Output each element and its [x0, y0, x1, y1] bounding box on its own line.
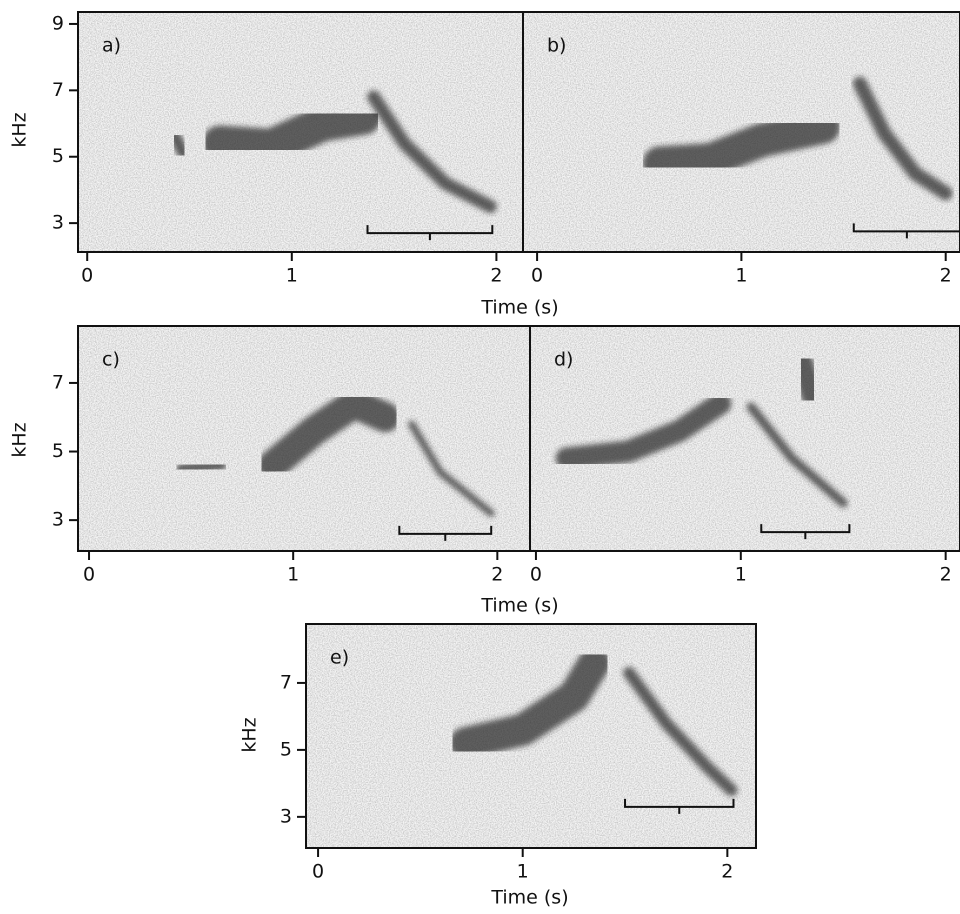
panel-label: e) — [330, 647, 349, 669]
x-tick-label: 1 — [287, 564, 299, 586]
x-tick-label: 1 — [735, 564, 747, 586]
x-tick-label: 0 — [530, 564, 542, 586]
panel-label: c) — [102, 349, 120, 371]
y-tick-label: 5 — [280, 738, 292, 760]
syllable — [181, 465, 222, 468]
y-tick-label: 7 — [280, 671, 292, 693]
x-tick-label: 1 — [286, 265, 298, 287]
x-tick-label: 1 — [735, 265, 747, 287]
spectrogram — [78, 12, 523, 252]
spectrogram — [306, 624, 756, 848]
y-tick-label: 5 — [52, 145, 64, 167]
y-tick-label: 3 — [280, 805, 292, 827]
panel-label: a) — [102, 35, 121, 57]
x-axis-title: Time (s) — [490, 887, 568, 909]
spectrogram — [78, 326, 530, 551]
figure: a) 0 1 2 3 5 7 9 kHz b) 0 1 2 Time (s) c) 0 1 2 3 5 7 kHz d) 0 1… — [0, 0, 960, 914]
y-tick-label: 7 — [52, 79, 64, 101]
x-axis-title: Time (s) — [480, 595, 558, 617]
y-axis-title: kHz — [239, 717, 261, 752]
y-tick-label: 5 — [52, 440, 64, 462]
x-tick-label: 1 — [517, 861, 529, 883]
x-tick-label: 2 — [940, 564, 952, 586]
x-tick-label: 0 — [312, 861, 324, 883]
spectrogram — [530, 326, 960, 551]
x-tick-label: 0 — [81, 265, 93, 287]
x-tick-label: 2 — [491, 564, 503, 586]
x-tick-label: 0 — [531, 265, 543, 287]
y-axis-title: kHz — [9, 422, 31, 457]
y-tick-label: 3 — [52, 509, 64, 531]
syllable — [802, 362, 812, 396]
panel-label: b) — [547, 35, 566, 57]
y-tick-label: 7 — [52, 371, 64, 393]
spectrogram — [523, 12, 960, 252]
x-tick-label: 0 — [83, 564, 95, 586]
x-axis-title: Time (s) — [480, 297, 558, 319]
x-tick-label: 2 — [721, 861, 733, 883]
x-tick-label: 2 — [940, 265, 952, 287]
y-tick-label: 9 — [52, 12, 64, 34]
panel-label: d) — [554, 349, 573, 371]
x-tick-label: 2 — [490, 265, 502, 287]
noise — [530, 326, 960, 551]
y-axis-title: kHz — [9, 112, 31, 147]
syllable — [175, 137, 183, 154]
y-tick-label: 3 — [52, 212, 64, 234]
